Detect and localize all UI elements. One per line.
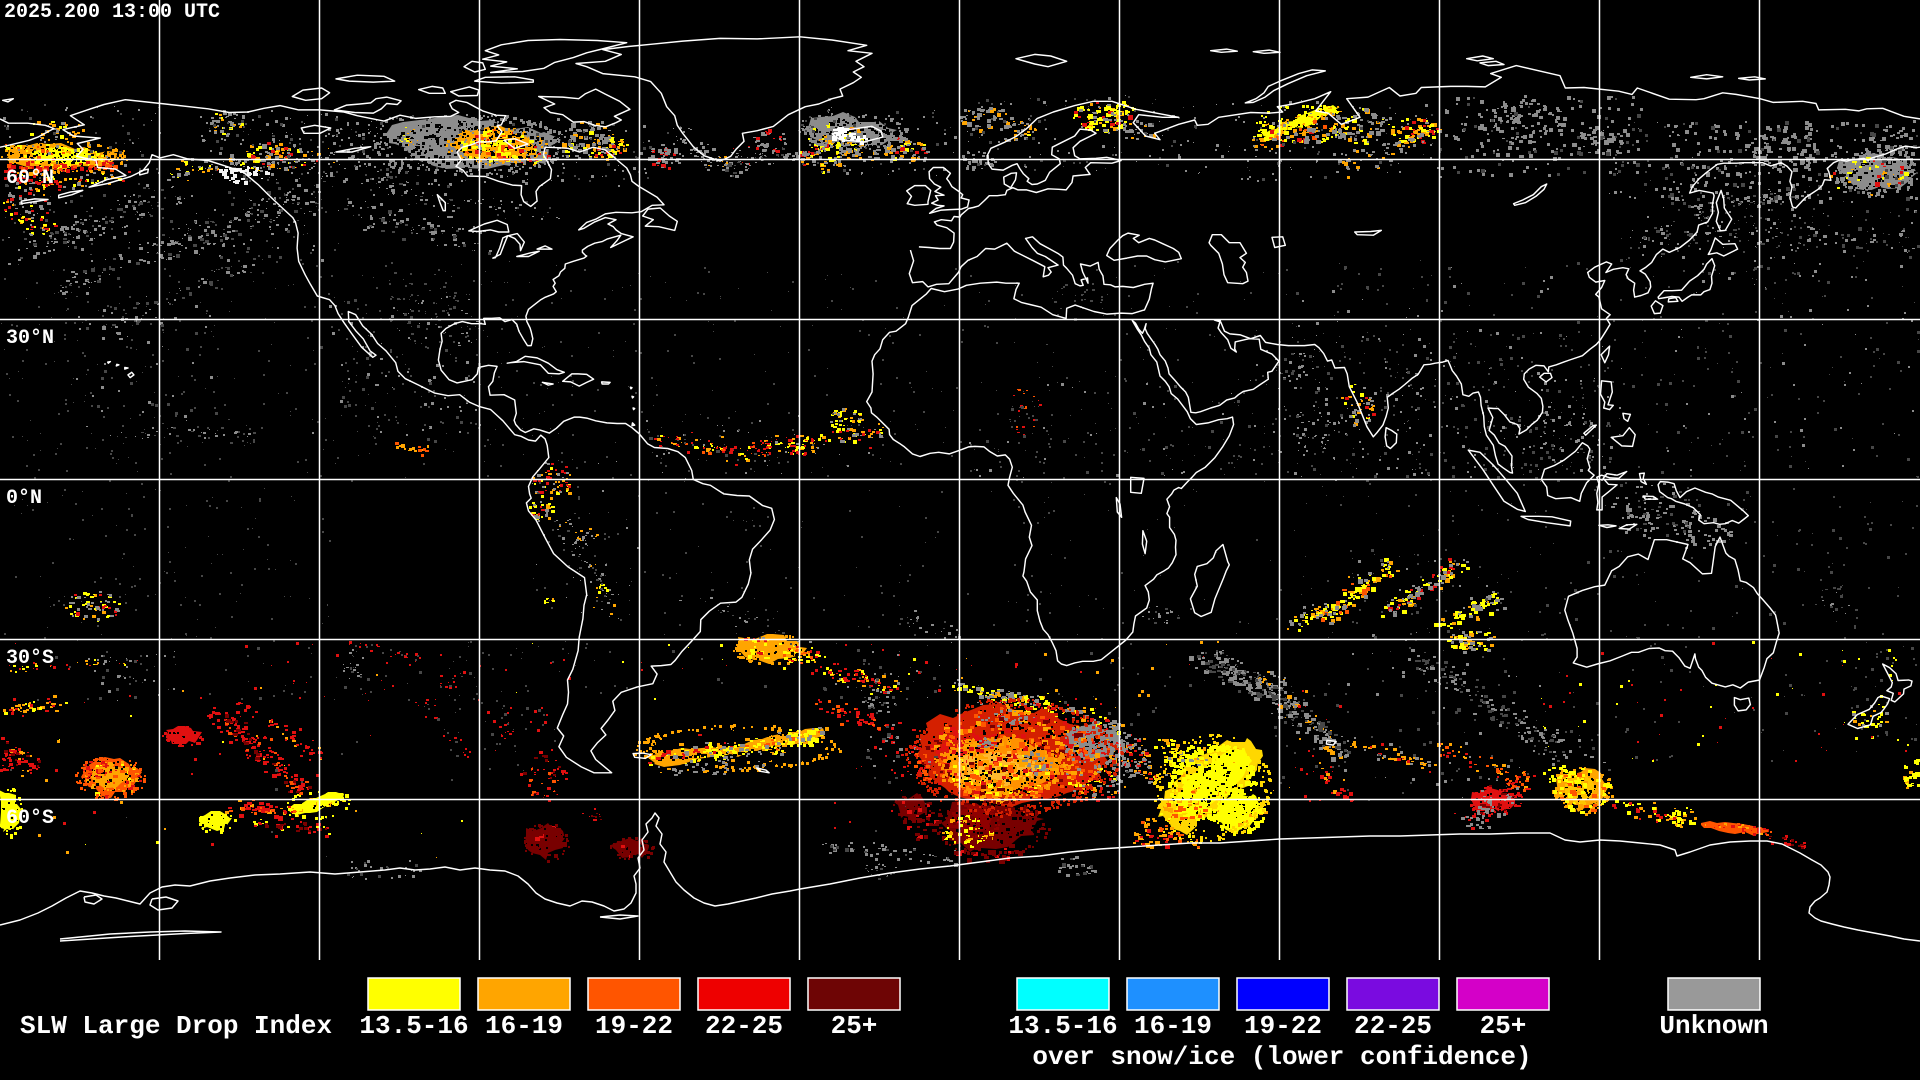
svg-text:22-25: 22-25 [705,1011,783,1041]
svg-text:19-22: 19-22 [1244,1011,1322,1041]
svg-text:over snow/ice (lower confidenc: over snow/ice (lower confidence) [1032,1042,1531,1072]
svg-text:2025.200 13:00 UTC: 2025.200 13:00 UTC [4,1,220,24]
svg-text:13.5-16: 13.5-16 [1008,1011,1117,1041]
svg-text:22-25: 22-25 [1354,1011,1432,1041]
svg-text:60°N: 60°N [6,167,54,190]
svg-text:60°S: 60°S [6,807,54,830]
svg-text:0°N: 0°N [6,487,42,510]
svg-text:Unknown: Unknown [1659,1011,1768,1041]
svg-text:16-19: 16-19 [1134,1011,1212,1041]
svg-text:19-22: 19-22 [595,1011,673,1041]
svg-text:30°S: 30°S [6,647,54,670]
svg-text:25+: 25+ [1480,1011,1527,1041]
svg-text:13.5-16: 13.5-16 [359,1011,468,1041]
svg-text:16-19: 16-19 [485,1011,563,1041]
svg-text:30°N: 30°N [6,327,54,350]
svg-text:25+: 25+ [831,1011,878,1041]
svg-text:SLW Large Drop Index: SLW Large Drop Index [20,1011,332,1041]
